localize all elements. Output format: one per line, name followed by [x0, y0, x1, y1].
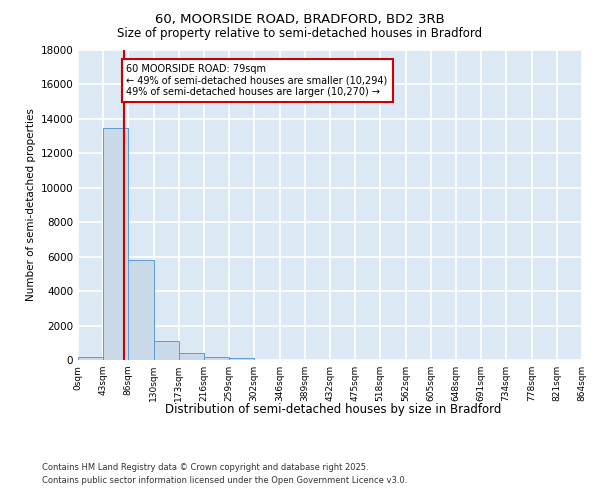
Y-axis label: Number of semi-detached properties: Number of semi-detached properties — [26, 108, 36, 302]
Text: Contains HM Land Registry data © Crown copyright and database right 2025.: Contains HM Land Registry data © Crown c… — [42, 462, 368, 471]
Bar — [204, 356, 229, 360]
Text: 60 MOORSIDE ROAD: 79sqm
← 49% of semi-detached houses are smaller (10,294)
49% o: 60 MOORSIDE ROAD: 79sqm ← 49% of semi-de… — [127, 64, 388, 97]
Bar — [103, 128, 128, 360]
Text: Size of property relative to semi-detached houses in Bradford: Size of property relative to semi-detach… — [118, 28, 482, 40]
Bar — [154, 341, 179, 360]
Text: 60, MOORSIDE ROAD, BRADFORD, BD2 3RB: 60, MOORSIDE ROAD, BRADFORD, BD2 3RB — [155, 12, 445, 26]
Bar — [179, 353, 204, 360]
Bar — [128, 260, 154, 360]
Bar — [78, 356, 103, 360]
Text: Distribution of semi-detached houses by size in Bradford: Distribution of semi-detached houses by … — [165, 402, 501, 415]
Bar — [229, 358, 254, 360]
Text: Contains public sector information licensed under the Open Government Licence v3: Contains public sector information licen… — [42, 476, 407, 485]
